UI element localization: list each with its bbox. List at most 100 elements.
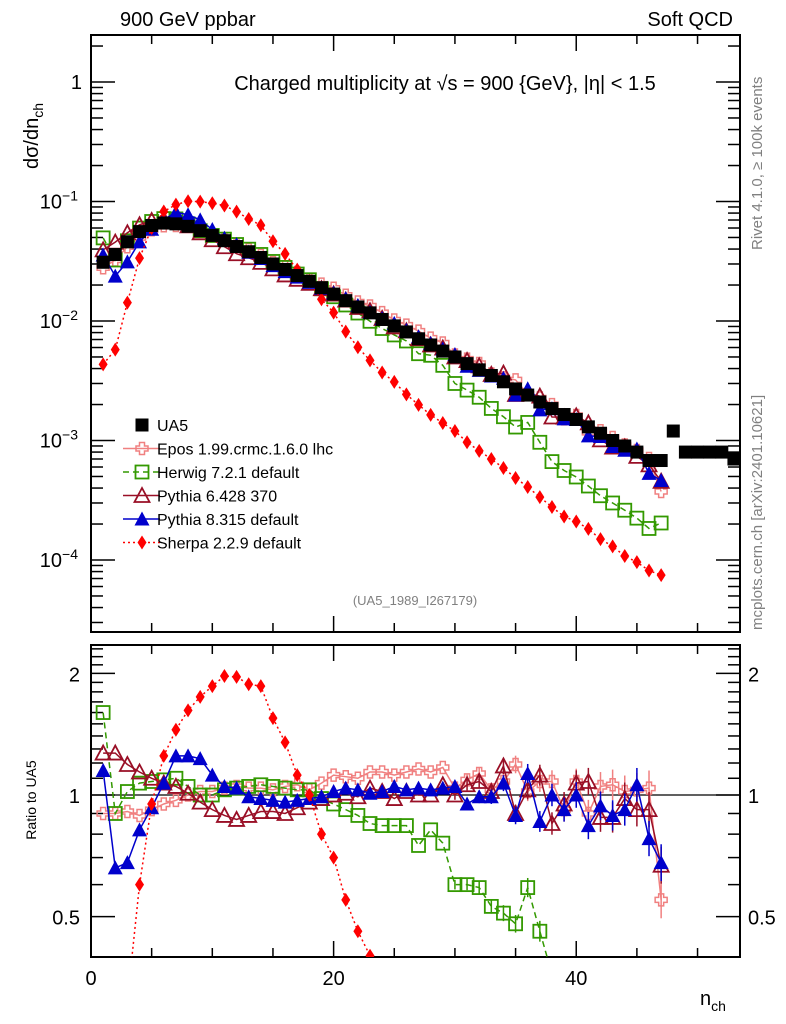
data-point (377, 365, 387, 380)
data-point (207, 196, 217, 211)
ratio-point (244, 677, 254, 692)
ratio-point (445, 785, 464, 803)
data-point (654, 484, 668, 499)
ratio-point (350, 782, 366, 797)
ratio-point (192, 751, 208, 766)
ratio-series-line (102, 712, 548, 957)
ratio-point (171, 722, 181, 737)
data-point (195, 194, 205, 209)
ratio-point (594, 1000, 607, 1013)
data-point (608, 539, 618, 554)
ratio-point (411, 838, 426, 853)
data-point (232, 204, 242, 219)
y-tick-label: 10−2 (40, 307, 78, 333)
data-point (511, 470, 521, 485)
ratio-y-tick-label-right: 0.5 (748, 908, 776, 930)
main-plot-frame (90, 34, 741, 633)
data-point (629, 510, 645, 526)
ratio-series-3 (95, 748, 669, 882)
data-point (159, 204, 169, 219)
legend-marker (137, 535, 147, 550)
ratio-marks (94, 669, 671, 1013)
ratio-point (363, 765, 377, 779)
ratio-point (436, 760, 450, 775)
ua5-point (96, 255, 110, 269)
data-point (620, 549, 630, 564)
ratio-point (390, 977, 399, 991)
ua5-point (399, 325, 413, 339)
ua5-point (460, 357, 474, 371)
ratio-point (641, 831, 657, 846)
ratio-point (375, 765, 389, 779)
ua5-point (302, 274, 316, 288)
legend-item: Pythia 6.428 370 (123, 486, 277, 506)
ua5-point (545, 402, 559, 416)
x-tick-label: 40 (565, 968, 587, 990)
data-point (474, 443, 484, 458)
ua5-point (533, 395, 547, 409)
data-point (341, 324, 351, 339)
ua5-point (606, 434, 620, 447)
ratio-point (435, 835, 451, 851)
ratio-point (508, 807, 524, 822)
ratio-point (508, 757, 523, 772)
ratio-point (605, 807, 621, 822)
data-point (98, 357, 108, 372)
data-point (532, 434, 548, 450)
ratio-point (313, 789, 329, 804)
ua5-point (339, 294, 353, 308)
data-point (426, 407, 436, 422)
data-point (168, 204, 184, 219)
ratio-point (159, 748, 169, 763)
ua5-point (557, 408, 571, 422)
ratio-point (229, 780, 245, 795)
data-point (110, 342, 120, 357)
ratio-point (654, 893, 668, 907)
ratio-point (338, 780, 354, 795)
data-point (450, 424, 460, 439)
ratio-point (460, 773, 474, 787)
ua5-point (217, 234, 231, 248)
legend-item: Pythia 8.315 default (123, 511, 299, 529)
legend-item: Sherpa 2.2.9 default (123, 535, 302, 553)
y-axis-label: dσ/dnch (21, 103, 46, 169)
data-point (353, 340, 363, 355)
data-point (365, 353, 375, 368)
ua5-point (254, 250, 268, 264)
ratio-point (520, 880, 536, 895)
ratio-point (341, 892, 351, 907)
ua5-point (351, 300, 365, 314)
ratio-point (227, 810, 246, 827)
y-tick-label: 10−3 (40, 427, 78, 453)
data-point (135, 251, 145, 266)
data-point (523, 480, 533, 495)
ratio-point (119, 855, 135, 870)
ratio-y-tick-label: 1 (69, 786, 80, 808)
ratio-point (132, 822, 148, 837)
ratio-point (423, 782, 439, 797)
ua5-point (266, 257, 280, 271)
data-point (459, 382, 475, 398)
data-point (329, 305, 339, 320)
ratio-point (386, 778, 402, 793)
ratio-point (655, 1000, 668, 1013)
ratio-point (157, 797, 171, 811)
ratio-point (277, 794, 293, 809)
ratio-point (520, 766, 536, 781)
data-point (180, 207, 196, 222)
ua5-point (314, 281, 328, 295)
ratio-point (542, 814, 561, 831)
ratio-point (508, 916, 523, 932)
ratio-point (123, 993, 132, 1007)
ua5-point (108, 248, 122, 262)
ratio-series-line (103, 752, 662, 866)
ratio-point (135, 877, 145, 892)
data-point (107, 268, 123, 283)
ratio-point (530, 765, 549, 783)
data-point (483, 401, 499, 416)
ratio-point (556, 802, 572, 817)
watermark: (UA5_1989_I267179) (353, 593, 477, 608)
ratio-point (592, 798, 608, 813)
ratio-point (130, 762, 149, 780)
ratio-point (316, 827, 326, 842)
